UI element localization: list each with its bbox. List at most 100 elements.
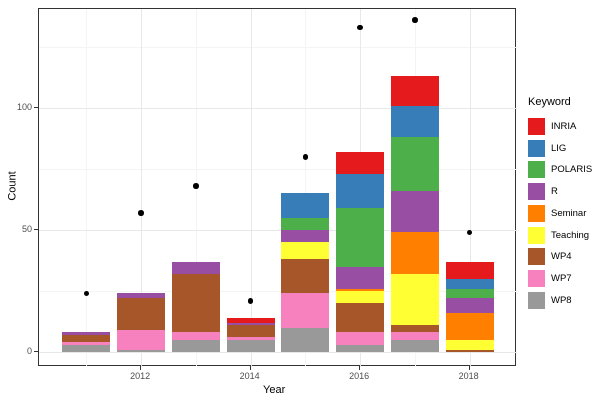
bar-segment-lig-2018 [445, 278, 494, 289]
y-major-gridline [39, 230, 517, 231]
bar-segment-r-2016 [336, 266, 385, 289]
bar-segment-polaris-2016 [336, 208, 385, 267]
legend-entry-r: R [528, 183, 598, 201]
bar-segment-teaching-2016 [336, 291, 385, 304]
legend-entry-wp7: WP7 [528, 269, 598, 288]
bar-segment-wp4-2014 [226, 325, 275, 338]
legend-key-swatch-teaching [528, 226, 545, 244]
legend-label: POLARIS [551, 164, 593, 176]
bar-segment-r-2014 [226, 322, 275, 326]
y-minor-gridline [39, 169, 517, 170]
bar-segment-inria-2017 [390, 76, 439, 106]
bar-segment-wp8-2016 [336, 344, 385, 352]
bar-segment-r-2015 [281, 230, 330, 243]
y-tick-mark [34, 107, 38, 108]
y-tick-mark [34, 229, 38, 230]
y-major-gridline [39, 352, 517, 353]
scatter-point-2011 [83, 290, 90, 297]
bar-segment-wp7-2015 [281, 293, 330, 328]
bar-segment-polaris-2018 [445, 288, 494, 299]
legend-label: WP4 [551, 251, 572, 263]
legend-key-swatch-r [528, 183, 545, 201]
y-minor-gridline [39, 291, 517, 292]
bar-segment-lig-2015 [281, 193, 330, 218]
bar-segment-wp4-2012 [117, 298, 166, 331]
bar-segment-inria-2016 [336, 151, 385, 174]
bar-segment-inria-2018 [445, 261, 494, 279]
bar-segment-wp8-2011 [62, 344, 111, 352]
legend-entry-wp8: WP8 [528, 291, 598, 310]
bar-segment-seminar-2017 [390, 232, 439, 274]
bar-segment-r-2011 [62, 332, 111, 335]
bar-segment-wp8-2013 [171, 339, 220, 352]
legend-label: R [551, 186, 558, 198]
bar-segment-seminar-2018 [445, 312, 494, 340]
bar-segment-lig-2016 [336, 173, 385, 209]
bar-segment-wp4-2017 [390, 325, 439, 333]
y-axis-title: Count [6, 171, 19, 201]
x-tick-mark [468, 366, 470, 370]
legend-key-swatch-wp8 [528, 291, 545, 309]
legend-label: INRIA [551, 121, 577, 132]
bar-segment-wp7-2011 [62, 342, 111, 345]
bar-segment-teaching-2018 [445, 339, 494, 350]
legend-label: Seminar [551, 207, 587, 219]
x-minor-gridline [305, 9, 307, 367]
scatter-point-2016 [357, 24, 363, 31]
x-minor-gridline [86, 9, 88, 367]
scatter-point-2014 [247, 298, 254, 304]
legend-key-swatch-wp7 [528, 269, 545, 287]
bar-segment-wp8-2015 [281, 327, 330, 352]
x-tick-label: 2012 [130, 371, 151, 381]
bar-segment-r-2012 [117, 293, 166, 299]
scatter-point-2012 [138, 210, 144, 216]
legend-label: WP7 [551, 272, 572, 284]
y-tick-label: 50 [21, 224, 32, 234]
legend-label: Teaching [551, 229, 590, 241]
bar-segment-r-2018 [445, 298, 494, 313]
y-tick-label: 100 [16, 102, 32, 112]
legend-entry-teaching: Teaching [528, 226, 598, 245]
y-minor-gridline [39, 47, 517, 48]
bar-segment-wp4-2015 [281, 259, 330, 294]
legend-entry-wp4: WP4 [528, 248, 598, 266]
legend-key-swatch-polaris [528, 161, 545, 179]
y-tick-mark [34, 351, 38, 352]
bar-segment-wp4-2013 [171, 273, 220, 333]
bar-segment-wp7-2017 [390, 332, 439, 340]
x-tick-mark [359, 366, 361, 370]
y-tick-label: 0 [26, 346, 32, 356]
bar-segment-inria-2014 [226, 317, 275, 323]
bar-segment-wp7-2013 [171, 332, 220, 340]
bar-segment-lig-2017 [390, 105, 439, 138]
x-tick-label: 2014 [239, 371, 260, 381]
x-tick-mark [140, 366, 142, 370]
legend-key-swatch-lig [528, 139, 545, 157]
bar-segment-seminar-2016 [336, 288, 385, 291]
bar-segment-polaris-2015 [281, 217, 330, 230]
bar-segment-wp7-2016 [336, 332, 385, 345]
bar-segment-wp7-2012 [117, 330, 166, 350]
legend-title: Keyword [528, 96, 571, 108]
bar-segment-teaching-2015 [281, 242, 330, 260]
bar-segment-polaris-2017 [390, 137, 439, 191]
scatter-point-2013 [193, 183, 199, 189]
bar-segment-wp7-2014 [226, 337, 275, 340]
x-tick-mark [249, 366, 251, 370]
bar-segment-wp4-2016 [336, 303, 385, 333]
x-major-gridline [250, 9, 252, 367]
bar-segment-r-2013 [171, 261, 220, 274]
x-major-gridline [141, 9, 143, 367]
x-axis-title: Year [263, 384, 286, 396]
bar-segment-r-2017 [390, 190, 439, 233]
plot-panel [38, 8, 517, 367]
scatter-point-2017 [412, 17, 418, 23]
scatter-point-2015 [302, 154, 309, 160]
scatter-point-2018 [466, 229, 473, 236]
x-tick-label: 2016 [349, 371, 370, 381]
bar-segment-wp8-2012 [117, 349, 166, 352]
x-tick-label: 2018 [458, 371, 479, 381]
y-major-gridline [39, 108, 517, 109]
legend-key-swatch-wp4 [528, 248, 545, 266]
